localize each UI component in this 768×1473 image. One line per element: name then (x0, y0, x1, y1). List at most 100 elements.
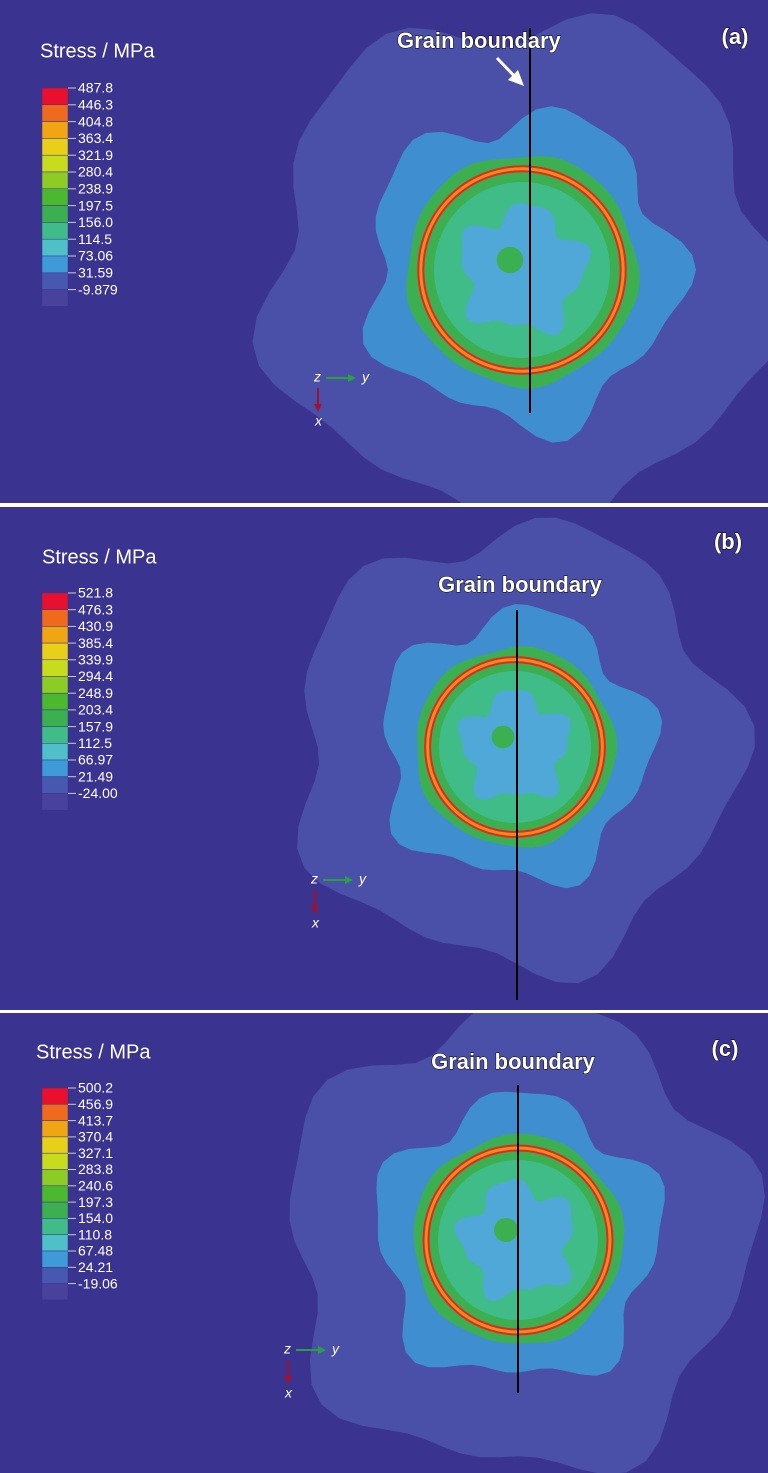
legend-value: 430.9 (78, 618, 113, 634)
panel-label: (b) (714, 529, 742, 554)
legend-swatch (41, 759, 69, 777)
panel: Stress / MPa 487.8446.3404.8363.4321.9280… (0, 0, 768, 503)
axis-z: z (283, 1341, 291, 1357)
axis-x-head (314, 404, 322, 412)
legend-value: 339.9 (78, 652, 113, 668)
legend-value: 500.2 (78, 1080, 113, 1096)
legend-swatch (41, 188, 69, 206)
legend-swatch (41, 1104, 69, 1121)
legend-swatch (41, 592, 69, 610)
legend-swatch (41, 1152, 69, 1170)
legend-swatch (41, 121, 69, 139)
legend-value: 156.0 (78, 214, 113, 230)
legend-value: 21.49 (78, 768, 113, 784)
axis-y-head (348, 374, 356, 382)
contour-center (491, 725, 515, 749)
legend-swatch (41, 1087, 69, 1105)
legend-swatch (41, 743, 69, 761)
axis-y-head (345, 876, 353, 884)
contour-center (494, 1218, 518, 1242)
legend-value: 240.6 (78, 1178, 113, 1194)
legend-value: 476.3 (78, 601, 113, 617)
annotation: Grain boundary (397, 28, 562, 53)
legend-title: Stress / MPa (36, 1041, 151, 1063)
panel-label: (c) (712, 1036, 739, 1061)
legend-value: 73.06 (78, 248, 113, 264)
axis-y: y (361, 369, 370, 385)
legend-value: 114.5 (78, 231, 112, 247)
axis-x: x (314, 413, 323, 429)
legend-swatch (41, 104, 69, 122)
legend-value: 197.5 (78, 197, 113, 213)
legend-value: 66.97 (78, 752, 113, 768)
legend-value: 238.9 (78, 181, 113, 197)
legend-swatch (41, 659, 69, 677)
legend-value: -19.06 (78, 1275, 118, 1291)
legend-value: 197.3 (78, 1194, 113, 1210)
annotation: Grain boundary (431, 1049, 596, 1074)
legend-swatch (41, 793, 69, 811)
legend-value: 456.9 (78, 1096, 113, 1112)
legend-swatch (41, 289, 69, 307)
axis-y: y (358, 871, 367, 887)
legend-value: 487.8 (78, 80, 113, 96)
legend-value: 363.4 (78, 130, 113, 146)
legend-value: 31.59 (78, 265, 113, 281)
legend-swatch (41, 676, 69, 694)
legend-value: 24.21 (78, 1259, 113, 1275)
legend-value: 110.8 (78, 1226, 112, 1242)
panel-label: (a) (722, 24, 749, 49)
legend-title: Stress / MPa (40, 40, 155, 62)
legend-swatch (41, 238, 69, 257)
legend-swatch (41, 1218, 69, 1235)
legend-value: 112.5 (78, 735, 112, 751)
legend-swatch (41, 1169, 69, 1187)
legend-swatch (41, 626, 69, 644)
contour-high (426, 658, 604, 836)
legend-swatch (41, 776, 69, 794)
legend-swatch (41, 255, 69, 274)
legend-title: Stress / MPa (42, 546, 157, 568)
panel: Stress / MPa 521.8476.3430.9385.4339.9294… (0, 507, 768, 1010)
legend-swatch (41, 171, 69, 190)
legend-swatch (41, 1250, 69, 1268)
legend-value: 248.9 (78, 685, 113, 701)
legend-swatch (41, 1136, 69, 1154)
legend-swatch (41, 1201, 69, 1219)
legend-swatch (41, 1185, 69, 1203)
axis-x: x (284, 1385, 293, 1401)
axis-y-head (318, 1346, 326, 1354)
panel: Stress / MPa 500.2456.9413.7370.4327.1283… (0, 1013, 768, 1473)
annotation-arrowhead (508, 70, 524, 86)
legend-swatch (41, 154, 69, 173)
legend-value: -24.00 (78, 785, 118, 801)
legend-value: 154.0 (78, 1210, 113, 1226)
legend-value: 203.4 (78, 702, 113, 718)
legend-swatch (41, 609, 69, 627)
legend-value: 327.1 (78, 1145, 113, 1161)
legend-value: 67.48 (78, 1243, 113, 1259)
legend-swatch (41, 692, 69, 711)
legend-value: -9.879 (78, 281, 118, 297)
axis-z: z (313, 369, 321, 385)
contour-core (454, 1178, 573, 1301)
axis-x-head (284, 1376, 292, 1384)
legend-swatch (41, 1120, 69, 1138)
contour-core (457, 690, 571, 800)
axis-z: z (310, 871, 318, 887)
legend-value: 321.9 (78, 147, 113, 163)
legend-value: 157.9 (78, 718, 113, 734)
legend-value: 283.8 (78, 1161, 113, 1177)
axis-x-head (311, 906, 319, 914)
legend-swatch (41, 138, 69, 156)
legend-swatch (41, 1267, 69, 1284)
legend-swatch (41, 222, 69, 240)
legend-value: 413.7 (78, 1112, 113, 1128)
legend-swatch (41, 709, 69, 727)
contour-high (419, 167, 625, 373)
legend-value: 370.4 (78, 1129, 113, 1145)
legend-swatch (41, 1283, 69, 1301)
legend-value: 521.8 (78, 585, 113, 601)
legend-value: 294.4 (78, 668, 113, 684)
